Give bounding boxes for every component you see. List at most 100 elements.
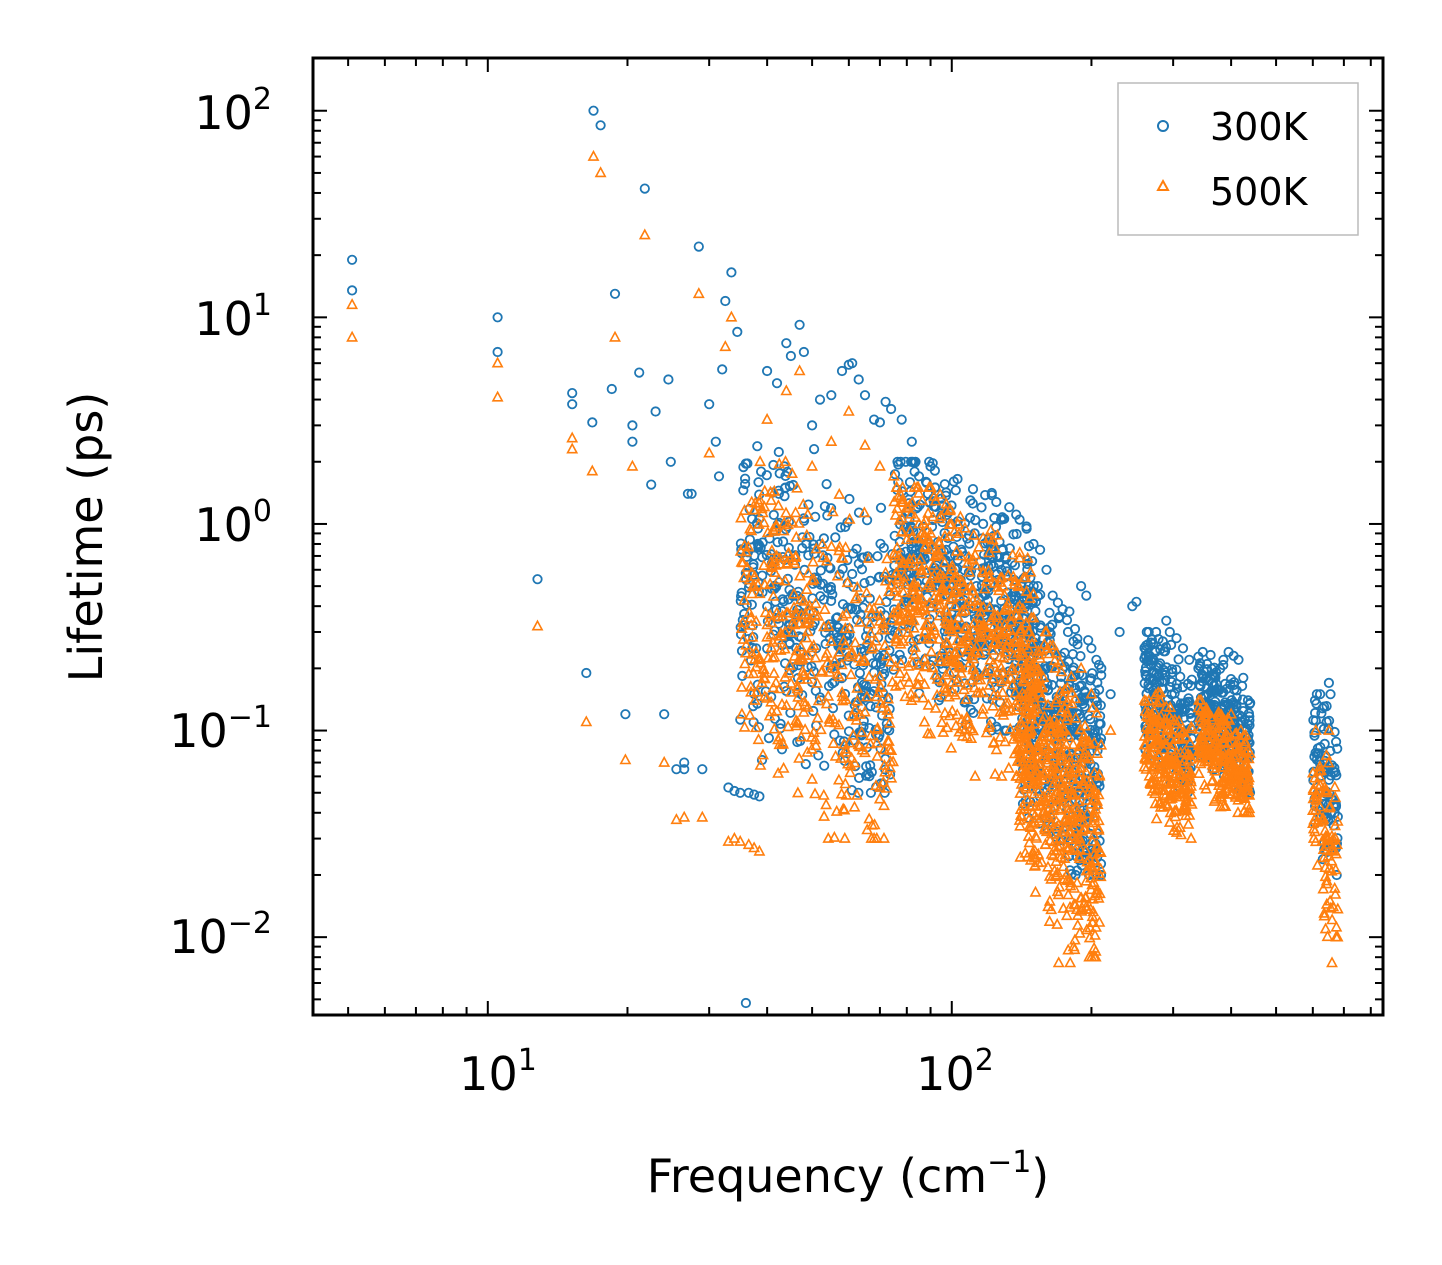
data-point-500k xyxy=(864,737,877,749)
data-point-500k xyxy=(736,616,749,628)
data-point-500k xyxy=(1054,850,1067,862)
data-point-500k xyxy=(1085,786,1098,798)
legend-marker-500k xyxy=(1156,178,1170,191)
data-point-500k xyxy=(1027,611,1040,623)
data-point-500k xyxy=(1050,646,1063,658)
data-point-500k xyxy=(1029,885,1042,897)
data-point-300k xyxy=(841,636,852,647)
data-point-500k xyxy=(873,792,886,804)
data-point-500k xyxy=(1088,941,1101,953)
data-point-500k xyxy=(1065,670,1078,682)
data-point-500k xyxy=(841,576,854,588)
data-point-500k xyxy=(844,766,857,778)
data-point-300k xyxy=(627,420,638,431)
data-point-500k xyxy=(1028,717,1041,729)
data-point-300k xyxy=(772,537,783,548)
data-point-500k xyxy=(838,803,851,815)
data-point-300k xyxy=(346,254,358,265)
data-point-300k xyxy=(1085,675,1096,686)
data-point-300k xyxy=(853,772,865,784)
data-point-500k xyxy=(1065,814,1078,826)
data-point-300k xyxy=(820,638,831,650)
data-point-500k xyxy=(990,743,1003,755)
data-point-500k xyxy=(1008,577,1021,589)
data-point-500k xyxy=(801,625,814,637)
data-point-500k xyxy=(987,619,1000,631)
data-point-300k xyxy=(720,295,731,307)
data-point-500k xyxy=(1146,762,1159,774)
data-point-500k xyxy=(1016,799,1029,811)
data-point-500k xyxy=(758,689,771,701)
data-point-500k xyxy=(899,578,912,590)
data-point-500k xyxy=(986,699,999,711)
data-point-300k xyxy=(1158,664,1169,676)
data-point-500k xyxy=(754,656,767,668)
data-point-300k xyxy=(679,764,690,775)
data-point-500k xyxy=(1045,903,1058,915)
data-point-500k xyxy=(1040,797,1053,809)
data-point-500k xyxy=(1091,794,1104,806)
data-point-500k xyxy=(1069,711,1082,723)
data-point-500k xyxy=(768,650,781,662)
data-point-500k xyxy=(820,798,833,810)
data-point-300k xyxy=(896,654,908,666)
data-point-500k xyxy=(768,484,781,496)
data-point-500k xyxy=(1241,806,1254,818)
data-point-500k xyxy=(936,580,949,592)
data-point-500k xyxy=(748,841,761,853)
data-point-500k xyxy=(678,810,691,822)
data-point-500k xyxy=(626,459,639,471)
data-point-300k xyxy=(851,604,862,615)
data-point-500k xyxy=(1060,744,1073,756)
data-point-500k xyxy=(1043,915,1056,927)
data-point-500k xyxy=(869,672,882,684)
data-point-500k xyxy=(832,773,845,785)
data-point-500k xyxy=(835,787,848,799)
data-point-500k xyxy=(1064,879,1077,891)
data-point-500k xyxy=(742,838,755,850)
data-point-500k xyxy=(1024,565,1037,577)
data-point-500k xyxy=(1005,609,1018,621)
data-point-500k xyxy=(1149,688,1162,700)
data-point-500k xyxy=(1157,743,1170,755)
data-point-300k xyxy=(1157,636,1168,647)
data-point-500k xyxy=(849,636,862,648)
data-point-500k xyxy=(765,695,778,707)
data-point-500k xyxy=(770,520,783,532)
data-point-500k xyxy=(1065,766,1077,778)
data-point-500k xyxy=(758,484,771,496)
data-point-500k xyxy=(1034,795,1047,807)
data-point-500k xyxy=(1033,735,1046,747)
data-point-500k xyxy=(912,486,925,498)
data-point-500k xyxy=(1041,756,1054,768)
data-point-500k xyxy=(878,799,890,811)
data-point-500k xyxy=(873,459,886,471)
data-point-500k xyxy=(1050,692,1063,704)
data-point-500k xyxy=(1214,800,1227,812)
data-point-500k xyxy=(768,566,781,578)
data-point-500k xyxy=(746,630,759,642)
data-point-500k xyxy=(1206,773,1219,785)
data-point-500k xyxy=(1083,950,1096,962)
data-point-500k xyxy=(1160,717,1173,729)
data-point-300k xyxy=(827,589,838,600)
data-point-300k xyxy=(895,456,906,467)
data-point-500k xyxy=(1074,723,1087,735)
data-point-300k xyxy=(1323,723,1334,734)
data-point-300k xyxy=(976,502,987,513)
data-point-500k xyxy=(1073,809,1086,821)
data-point-300k xyxy=(969,528,980,539)
data-point-500k xyxy=(774,551,786,563)
data-point-500k xyxy=(755,502,768,514)
data-point-300k xyxy=(894,649,905,660)
data-point-500k xyxy=(961,713,974,725)
data-point-500k xyxy=(1216,786,1229,798)
data-point-500k xyxy=(883,742,896,754)
data-point-300k xyxy=(1316,708,1327,719)
data-point-500k xyxy=(913,670,926,682)
data-point-500k xyxy=(880,649,893,661)
data-point-300k xyxy=(1218,659,1229,671)
data-point-500k xyxy=(928,568,941,580)
data-point-500k xyxy=(1024,853,1037,865)
data-point-500k xyxy=(861,633,874,645)
